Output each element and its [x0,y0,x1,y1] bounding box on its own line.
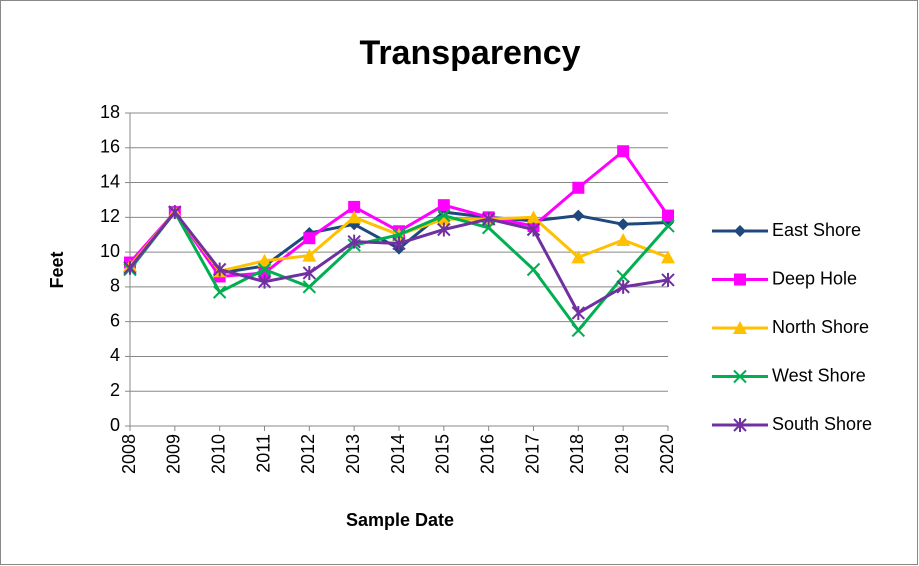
x-tick-label: 2013 [343,434,363,474]
x-tick-label: 2012 [298,434,318,474]
y-tick-label: 16 [100,137,120,157]
legend-label: East Shore [772,220,861,240]
legend-marker [733,369,747,384]
legend-label: Deep Hole [772,268,857,288]
marker [616,269,630,284]
marker [212,285,227,299]
marker [436,212,451,226]
y-tick-label: 14 [100,171,120,191]
marker [303,232,316,245]
marker [302,265,317,280]
legend-marker [733,418,747,432]
marker [661,219,675,233]
marker [392,236,406,251]
marker [617,145,630,158]
x-tick-label: 2018 [567,434,587,474]
x-tick-label: 2008 [119,434,139,474]
x-tick-label: 2020 [657,434,677,474]
y-tick-label: 18 [100,102,120,122]
x-tick-label: 2019 [612,434,632,474]
x-tick-label: 2009 [164,434,184,474]
y-tick-label: 12 [100,206,120,226]
x-tick-label: 2016 [477,434,497,474]
x-axis-label: Sample Date [346,510,454,530]
marker [347,210,362,224]
marker [571,323,586,338]
y-tick-label: 0 [110,415,120,435]
marker [661,272,675,287]
y-tick-label: 2 [110,380,120,400]
marker [526,262,541,277]
y-tick-label: 4 [110,345,120,365]
legend-label: West Shore [772,365,866,385]
marker [662,209,674,222]
legend-marker [734,273,746,286]
marker [348,200,361,213]
marker [572,181,585,194]
marker [257,262,272,277]
legend-label: North Shore [772,317,869,337]
marker [572,209,585,222]
y-tick-label: 8 [110,276,120,296]
marker [481,212,496,227]
marker [616,232,631,246]
y-tick-label: 6 [110,310,120,330]
marker [257,274,272,289]
marker [302,248,317,262]
marker [526,222,541,237]
marker [661,250,675,264]
marker [617,218,630,231]
x-tick-label: 2015 [433,434,453,474]
legend-label: South Shore [772,414,872,434]
marker [437,199,450,212]
chart-title: Transparency [359,34,580,72]
x-tick-label: 2011 [253,434,273,473]
marker [616,279,630,294]
y-tick-label: 10 [100,241,120,261]
marker [437,208,451,223]
marker [212,262,227,277]
marker [123,260,137,275]
legend-marker [733,321,747,334]
marker [437,222,451,237]
marker [302,280,317,294]
marker [257,253,272,267]
x-tick-label: 2010 [208,434,228,474]
legend-marker [734,225,746,237]
x-tick-label: 2014 [388,434,408,474]
x-tick-label: 2017 [522,434,542,474]
y-axis-label: Feet [47,251,67,288]
marker [571,305,586,320]
marker [571,250,586,264]
marker [526,210,541,224]
marker [347,234,361,249]
marker [168,205,182,220]
